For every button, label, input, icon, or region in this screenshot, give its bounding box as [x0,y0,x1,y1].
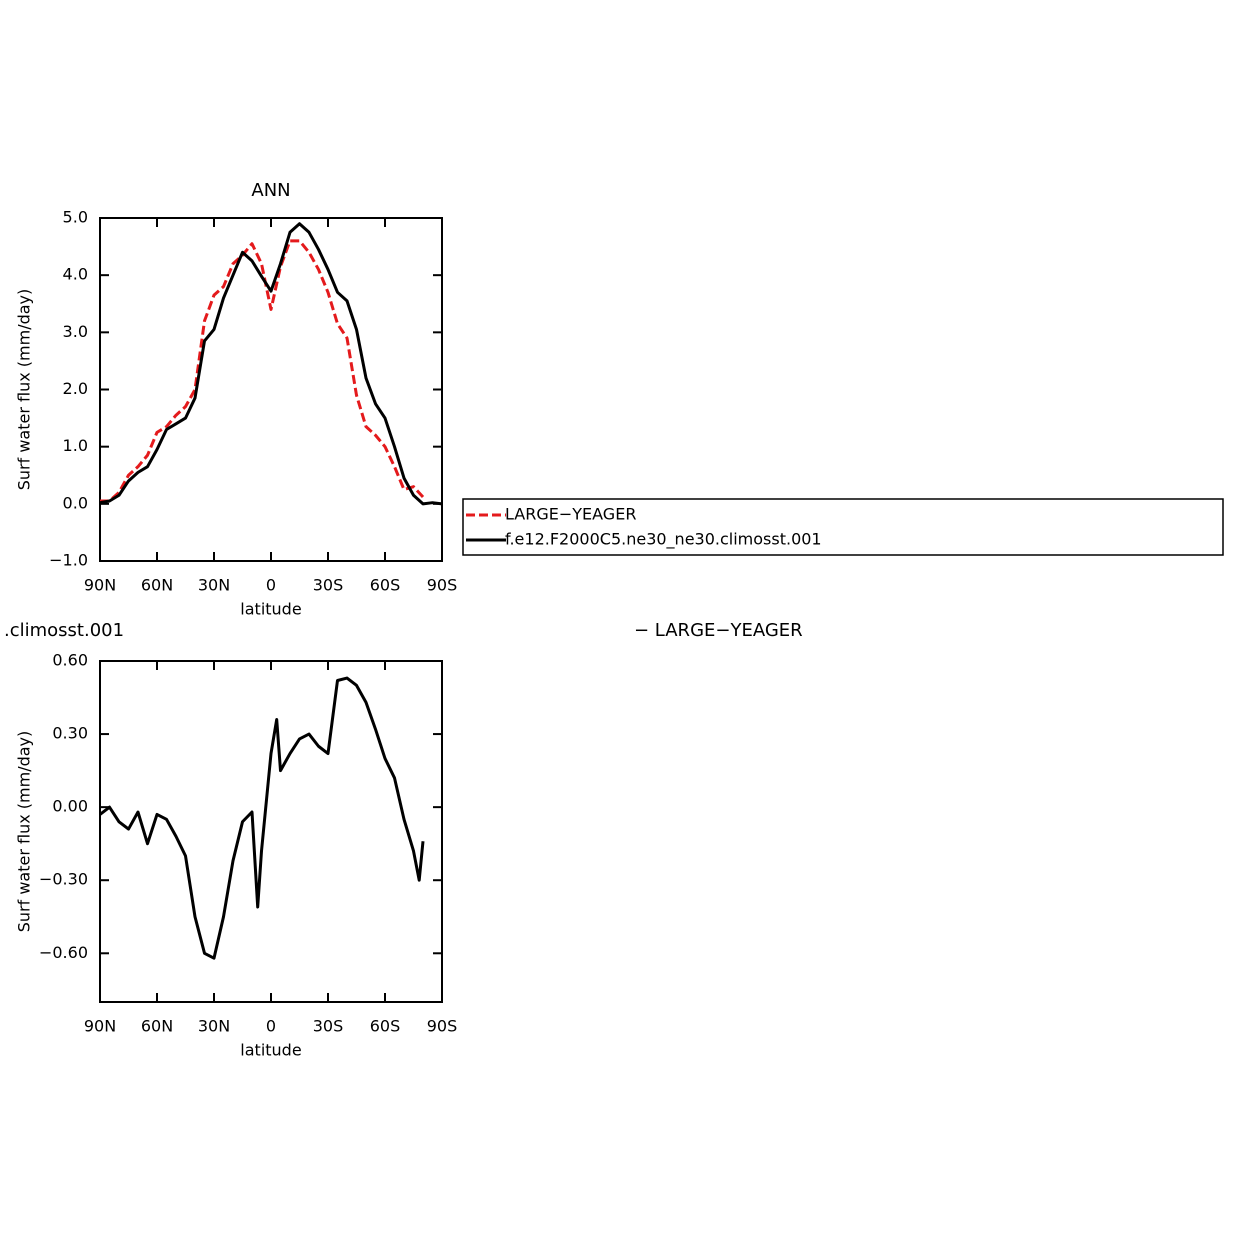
x-axis-label: latitude [240,1041,301,1060]
y-tick-label: 0.60 [52,651,88,670]
y-tick-label: 4.0 [63,265,88,284]
y-tick-label: −0.30 [39,870,88,889]
series-line [99,222,443,506]
chart-title: ANN [251,180,290,201]
x-tick-label: 90N [84,576,116,595]
x-tick-label: 60S [370,576,401,595]
x-tick-label: 90S [427,576,458,595]
x-tick-label: 30S [313,1017,344,1036]
y-axis-label: Surf water flux (mm/day) [15,731,34,933]
y-tick-label: 0.30 [52,724,88,743]
x-tick-label: 90S [427,1017,458,1036]
series-line [100,239,425,503]
x-tick-label: 90N [84,1017,116,1036]
x-axis-label: latitude [240,600,301,619]
x-tick-label: 0 [266,1017,276,1036]
x-tick-label: 60S [370,1017,401,1036]
y-tick-label: 0.0 [63,493,88,512]
x-tick-label: 30S [313,576,344,595]
y-tick-label: 1.0 [63,436,88,455]
x-tick-label: 0 [266,576,276,595]
y-tick-label: 0.00 [52,797,88,816]
legend-label: LARGE−YEAGER [505,505,636,524]
x-tick-label: 60N [141,576,173,595]
y-tick-label: 5.0 [63,208,88,227]
y-tick-label: 2.0 [63,379,88,398]
chart-title-left: .climosst.001 [4,620,124,641]
y-tick-label: −0.60 [39,943,88,962]
chart-title-right: − LARGE−YEAGER [634,620,803,641]
legend-label: f.e12.F2000C5.ne30_ne30.climosst.001 [505,530,822,550]
series-line [99,676,425,960]
y-tick-label: −1.0 [49,551,88,570]
y-tick-label: 3.0 [63,322,88,341]
x-tick-label: 30N [198,1017,230,1036]
y-axis-label: Surf water flux (mm/day) [15,289,34,491]
legend-box [462,498,1224,556]
x-tick-label: 30N [198,576,230,595]
plot-frame [99,217,443,562]
x-tick-label: 60N [141,1017,173,1036]
